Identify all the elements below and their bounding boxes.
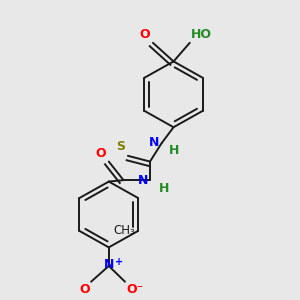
Text: O⁻: O⁻ xyxy=(126,283,144,296)
Text: S: S xyxy=(116,140,125,153)
Text: HO: HO xyxy=(191,28,212,41)
Text: H: H xyxy=(169,144,179,158)
Text: O: O xyxy=(79,283,90,296)
Text: H: H xyxy=(159,182,169,195)
Text: +: + xyxy=(115,257,123,267)
Text: N: N xyxy=(148,136,159,149)
Text: O: O xyxy=(95,147,106,160)
Text: O: O xyxy=(140,28,150,41)
Text: N: N xyxy=(103,258,114,271)
Text: CH₃: CH₃ xyxy=(113,224,135,237)
Text: N: N xyxy=(138,174,148,187)
